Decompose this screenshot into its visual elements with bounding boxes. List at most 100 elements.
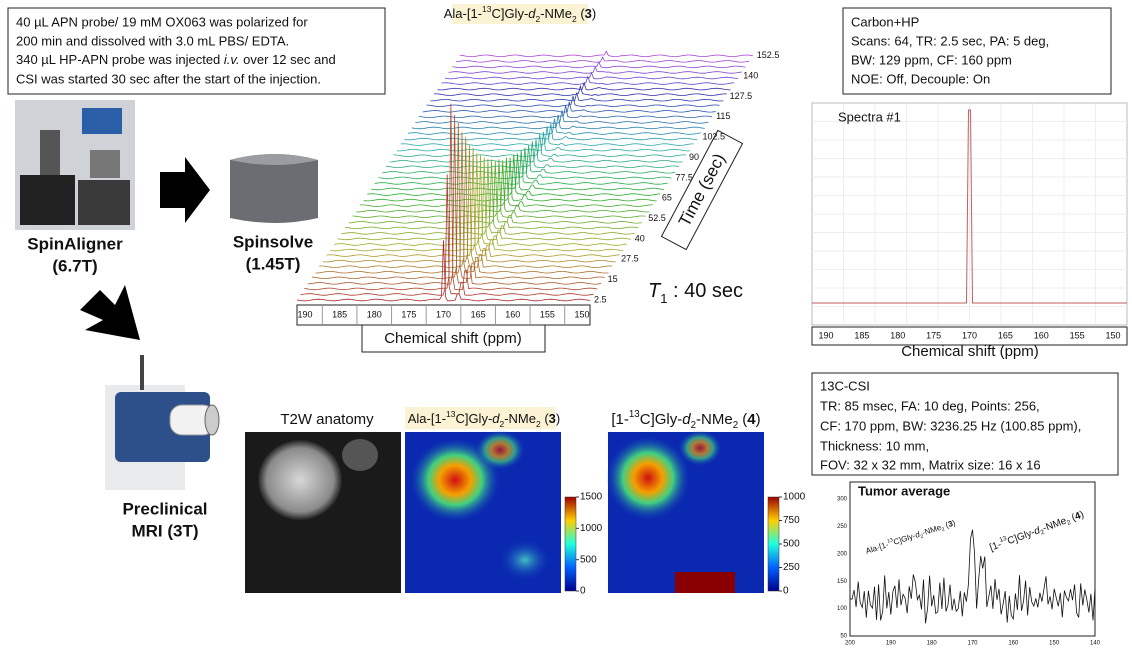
spectrum-label: Spectra #1 bbox=[838, 109, 901, 124]
text-part: 2 bbox=[920, 534, 925, 541]
arrow-right bbox=[160, 157, 210, 223]
x-tick-label: 170 bbox=[967, 641, 978, 647]
text-part: 13 bbox=[999, 535, 1009, 544]
spectrum-trace bbox=[352, 159, 646, 218]
colorbar-label: 1000 bbox=[580, 523, 603, 534]
spectrum-trace bbox=[341, 158, 635, 235]
text-part: ( bbox=[541, 411, 550, 426]
spectrum-trace bbox=[396, 131, 690, 152]
x-tick-label: 185 bbox=[332, 309, 347, 319]
text-part: C]Gly- bbox=[455, 411, 492, 426]
text-part: d bbox=[914, 530, 922, 540]
text-part: 2 bbox=[572, 14, 577, 24]
map-image-3 bbox=[405, 430, 561, 593]
text-part: 2 bbox=[1040, 529, 1046, 537]
plot-frame bbox=[849, 481, 1096, 637]
text-part: ) bbox=[951, 518, 957, 527]
spectrum-trace bbox=[322, 144, 616, 263]
text-part: d bbox=[682, 411, 691, 428]
text-part: T bbox=[648, 280, 662, 302]
device-field: (1.45T) bbox=[246, 254, 301, 273]
protocol-line: 40 µL APN probe/ 19 mM OX063 was polariz… bbox=[16, 14, 308, 29]
protocol-line: CSI was started 30 sec after the start o… bbox=[16, 71, 321, 86]
time-tick-label: 52.5 bbox=[648, 213, 666, 223]
csi-line: Thickness: 10 mm, bbox=[820, 438, 929, 453]
text-part: 4 bbox=[1073, 510, 1082, 522]
spectrum-trace bbox=[367, 154, 661, 196]
spectrum-trace bbox=[437, 81, 731, 91]
colorbars: 0 500 1000 1500 0 250 500 750 1000 bbox=[564, 492, 806, 597]
text-part: 2 bbox=[941, 527, 946, 534]
x-tick-label: 180 bbox=[927, 641, 938, 647]
text-part: [1- bbox=[988, 539, 1003, 553]
x-tick-label: 150 bbox=[1105, 330, 1120, 340]
spinaligner-photo bbox=[15, 100, 135, 230]
text-part: [1- bbox=[611, 411, 629, 428]
x-tick-label: 150 bbox=[1049, 641, 1060, 647]
spectrum-trace bbox=[426, 95, 720, 107]
image-title: [1-13C]Gly-d2-NMe2 (4) bbox=[611, 409, 760, 431]
text-part: C]Gly- bbox=[491, 6, 528, 21]
time-tick-label: 152.5 bbox=[757, 50, 780, 60]
text-part: over 12 sec and bbox=[240, 52, 336, 67]
text-part: 2 bbox=[500, 419, 505, 429]
time-tick-label: 2.5 bbox=[594, 294, 607, 304]
x-tick-label: 165 bbox=[998, 330, 1013, 340]
time-tick-label: 140 bbox=[743, 71, 758, 81]
t2w-image bbox=[245, 432, 401, 593]
spectrum-trace bbox=[326, 147, 620, 257]
x-tick-label: 190 bbox=[297, 309, 312, 319]
spectrum-trace bbox=[411, 114, 705, 130]
colorbar bbox=[564, 496, 577, 592]
protocol-line: 200 min and dissolved with 3.0 mL PBS/ E… bbox=[16, 33, 289, 48]
csi-line: TR: 85 msec, FA: 10 deg, Points: 256, bbox=[820, 398, 1040, 413]
protocol-line: 340 µL HP-APN probe was injected i.v. ov… bbox=[16, 52, 336, 67]
text-part: ( bbox=[942, 520, 950, 530]
device-field: (6.7T) bbox=[52, 256, 97, 275]
x-tick-label: 180 bbox=[890, 330, 905, 340]
spectrum-trace bbox=[448, 65, 742, 74]
x-tick-label: 155 bbox=[540, 309, 555, 319]
image-title: Ala-[1-13C]Gly-d2-NMe2 (3) bbox=[408, 409, 560, 429]
spectrum-trace bbox=[356, 160, 650, 213]
csi-line: FOV: 32 x 32 mm, Matrix size: 16 x 16 bbox=[820, 457, 1041, 472]
time-tick-label: 40 bbox=[635, 233, 645, 243]
spectrum-trace bbox=[444, 71, 739, 80]
device-name: Spinsolve bbox=[233, 232, 313, 251]
arrow-down bbox=[80, 285, 140, 340]
spectrum-trace bbox=[374, 150, 668, 185]
text-part: 1 bbox=[660, 291, 667, 306]
spectrum-trace bbox=[348, 160, 642, 224]
plot-title: Tumor average bbox=[858, 483, 950, 498]
text-part: 13 bbox=[482, 4, 492, 14]
time-tick-label: 65 bbox=[662, 193, 672, 203]
spectrum-trace bbox=[419, 105, 713, 118]
text-part: ( bbox=[577, 6, 586, 21]
tumor-spectrum bbox=[849, 529, 1096, 624]
protocol-box bbox=[7, 7, 386, 95]
colorbar bbox=[767, 496, 780, 592]
text-part: ( bbox=[1068, 512, 1078, 525]
title-highlight bbox=[452, 4, 588, 24]
y-tick-label: 50 bbox=[840, 634, 847, 640]
x-tick-label: 190 bbox=[886, 641, 897, 647]
spectrum-trace bbox=[422, 101, 716, 113]
colorbar-label: 0 bbox=[580, 586, 586, 597]
x-axis-label: Chemical shift (ppm) bbox=[384, 330, 522, 347]
text-part: 3 bbox=[549, 411, 556, 426]
spectrum-line bbox=[812, 109, 1127, 304]
spectrum-trace bbox=[415, 110, 709, 124]
time-label-group: Time (sec) bbox=[660, 129, 744, 251]
acq-line: NOE: Off, Decouple: On bbox=[851, 71, 990, 86]
x-axis-box bbox=[811, 326, 1128, 346]
spectrum-plot bbox=[811, 102, 1128, 346]
text-part: 3 bbox=[585, 6, 592, 21]
x-tick-label: 150 bbox=[574, 309, 589, 319]
spectrum-trace bbox=[359, 157, 653, 207]
spectrum-trace bbox=[308, 114, 602, 285]
colorbar-label: 500 bbox=[783, 539, 800, 550]
time-label-box bbox=[660, 129, 744, 251]
text-part: 2 bbox=[536, 14, 541, 24]
spectrum-trace bbox=[304, 103, 598, 291]
x-tick-label: 160 bbox=[1034, 330, 1049, 340]
